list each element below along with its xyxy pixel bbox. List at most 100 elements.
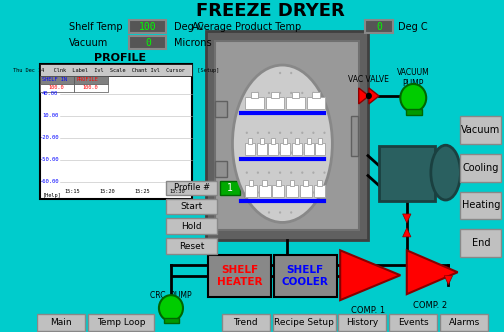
- Circle shape: [301, 171, 303, 174]
- Bar: [130, 36, 166, 49]
- Text: Vacuum: Vacuum: [461, 125, 500, 135]
- Text: PROFILE: PROFILE: [94, 53, 146, 63]
- Bar: [440, 314, 488, 331]
- Text: COMP. 1: COMP. 1: [351, 305, 385, 315]
- Circle shape: [279, 92, 281, 94]
- Circle shape: [366, 93, 371, 98]
- Circle shape: [245, 112, 248, 114]
- Circle shape: [159, 295, 183, 321]
- Text: History: History: [346, 318, 379, 327]
- Bar: [283, 138, 287, 144]
- Bar: [245, 143, 255, 155]
- Bar: [304, 143, 313, 155]
- Circle shape: [290, 191, 292, 194]
- Text: Shelf Temp: Shelf Temp: [69, 22, 123, 32]
- Polygon shape: [340, 250, 400, 300]
- Circle shape: [257, 171, 259, 174]
- Bar: [271, 92, 279, 98]
- Polygon shape: [403, 214, 411, 223]
- Bar: [461, 192, 501, 219]
- Circle shape: [290, 131, 292, 134]
- Bar: [74, 76, 108, 84]
- Bar: [215, 161, 227, 177]
- Circle shape: [279, 171, 281, 174]
- Text: Deg C: Deg C: [174, 22, 203, 32]
- Text: Alarms: Alarms: [449, 318, 480, 327]
- Circle shape: [279, 112, 281, 114]
- Circle shape: [268, 151, 270, 154]
- Bar: [319, 138, 323, 144]
- Bar: [37, 314, 85, 331]
- Bar: [316, 143, 326, 155]
- Bar: [166, 199, 217, 214]
- Circle shape: [290, 151, 292, 154]
- Bar: [166, 218, 217, 234]
- Text: 15:25: 15:25: [135, 189, 150, 194]
- Bar: [269, 143, 278, 155]
- Text: 0: 0: [376, 22, 382, 32]
- Text: 100: 100: [139, 22, 157, 32]
- Polygon shape: [403, 228, 411, 237]
- Text: FREEZE DRYER: FREEZE DRYER: [196, 2, 344, 20]
- Bar: [40, 84, 74, 92]
- Bar: [130, 20, 166, 33]
- Text: Hold: Hold: [181, 222, 202, 231]
- Circle shape: [257, 92, 259, 94]
- Circle shape: [312, 112, 314, 114]
- Bar: [274, 255, 337, 297]
- Bar: [250, 92, 258, 98]
- Text: Thu Dec 14   Clnk  Label  Ivl  Scale  Chant Ivl  Cursor    [Setup]: Thu Dec 14 Clnk Label Ivl Scale Chant Iv…: [13, 67, 219, 72]
- Text: 15:30: 15:30: [170, 189, 185, 194]
- Text: SHELF
HEATER: SHELF HEATER: [217, 265, 262, 287]
- Circle shape: [324, 131, 326, 134]
- Bar: [215, 101, 227, 117]
- Bar: [40, 76, 74, 84]
- Bar: [276, 180, 281, 186]
- Text: SHELF IN: SHELF IN: [42, 77, 68, 82]
- Text: 15:15: 15:15: [64, 189, 80, 194]
- Text: Reset: Reset: [179, 242, 205, 251]
- Polygon shape: [369, 88, 379, 104]
- Circle shape: [324, 171, 326, 174]
- Bar: [273, 314, 336, 331]
- Circle shape: [268, 191, 270, 194]
- Bar: [272, 185, 284, 197]
- Circle shape: [290, 72, 292, 74]
- Circle shape: [279, 191, 281, 194]
- Text: Temp Loop: Temp Loop: [97, 318, 145, 327]
- Circle shape: [245, 171, 248, 174]
- Ellipse shape: [232, 65, 332, 222]
- Circle shape: [290, 211, 292, 214]
- Bar: [220, 181, 240, 195]
- Circle shape: [312, 171, 314, 174]
- Circle shape: [312, 92, 314, 94]
- Bar: [260, 138, 264, 144]
- Bar: [248, 180, 253, 186]
- Bar: [351, 116, 358, 156]
- Circle shape: [279, 131, 281, 134]
- Bar: [286, 97, 305, 109]
- Bar: [306, 97, 326, 109]
- Bar: [166, 181, 217, 195]
- Text: Trend: Trend: [233, 318, 258, 327]
- Text: 100.0: 100.0: [48, 85, 64, 90]
- Bar: [222, 314, 270, 331]
- Text: Deg C: Deg C: [398, 22, 427, 32]
- Text: COMP. 2: COMP. 2: [413, 300, 447, 310]
- Circle shape: [257, 151, 259, 154]
- Text: End: End: [472, 238, 490, 248]
- Bar: [365, 20, 393, 33]
- Text: VAC VALVE: VAC VALVE: [348, 75, 389, 84]
- Bar: [338, 314, 387, 331]
- Circle shape: [279, 72, 281, 74]
- Circle shape: [257, 191, 259, 194]
- Text: 100.0: 100.0: [83, 85, 98, 90]
- Bar: [307, 138, 310, 144]
- Circle shape: [301, 112, 303, 114]
- Text: Profile #: Profile #: [174, 183, 210, 192]
- Text: Start: Start: [180, 202, 203, 211]
- Bar: [40, 64, 192, 76]
- Circle shape: [268, 211, 270, 214]
- Circle shape: [301, 191, 303, 194]
- Text: Vacuum: Vacuum: [69, 38, 108, 48]
